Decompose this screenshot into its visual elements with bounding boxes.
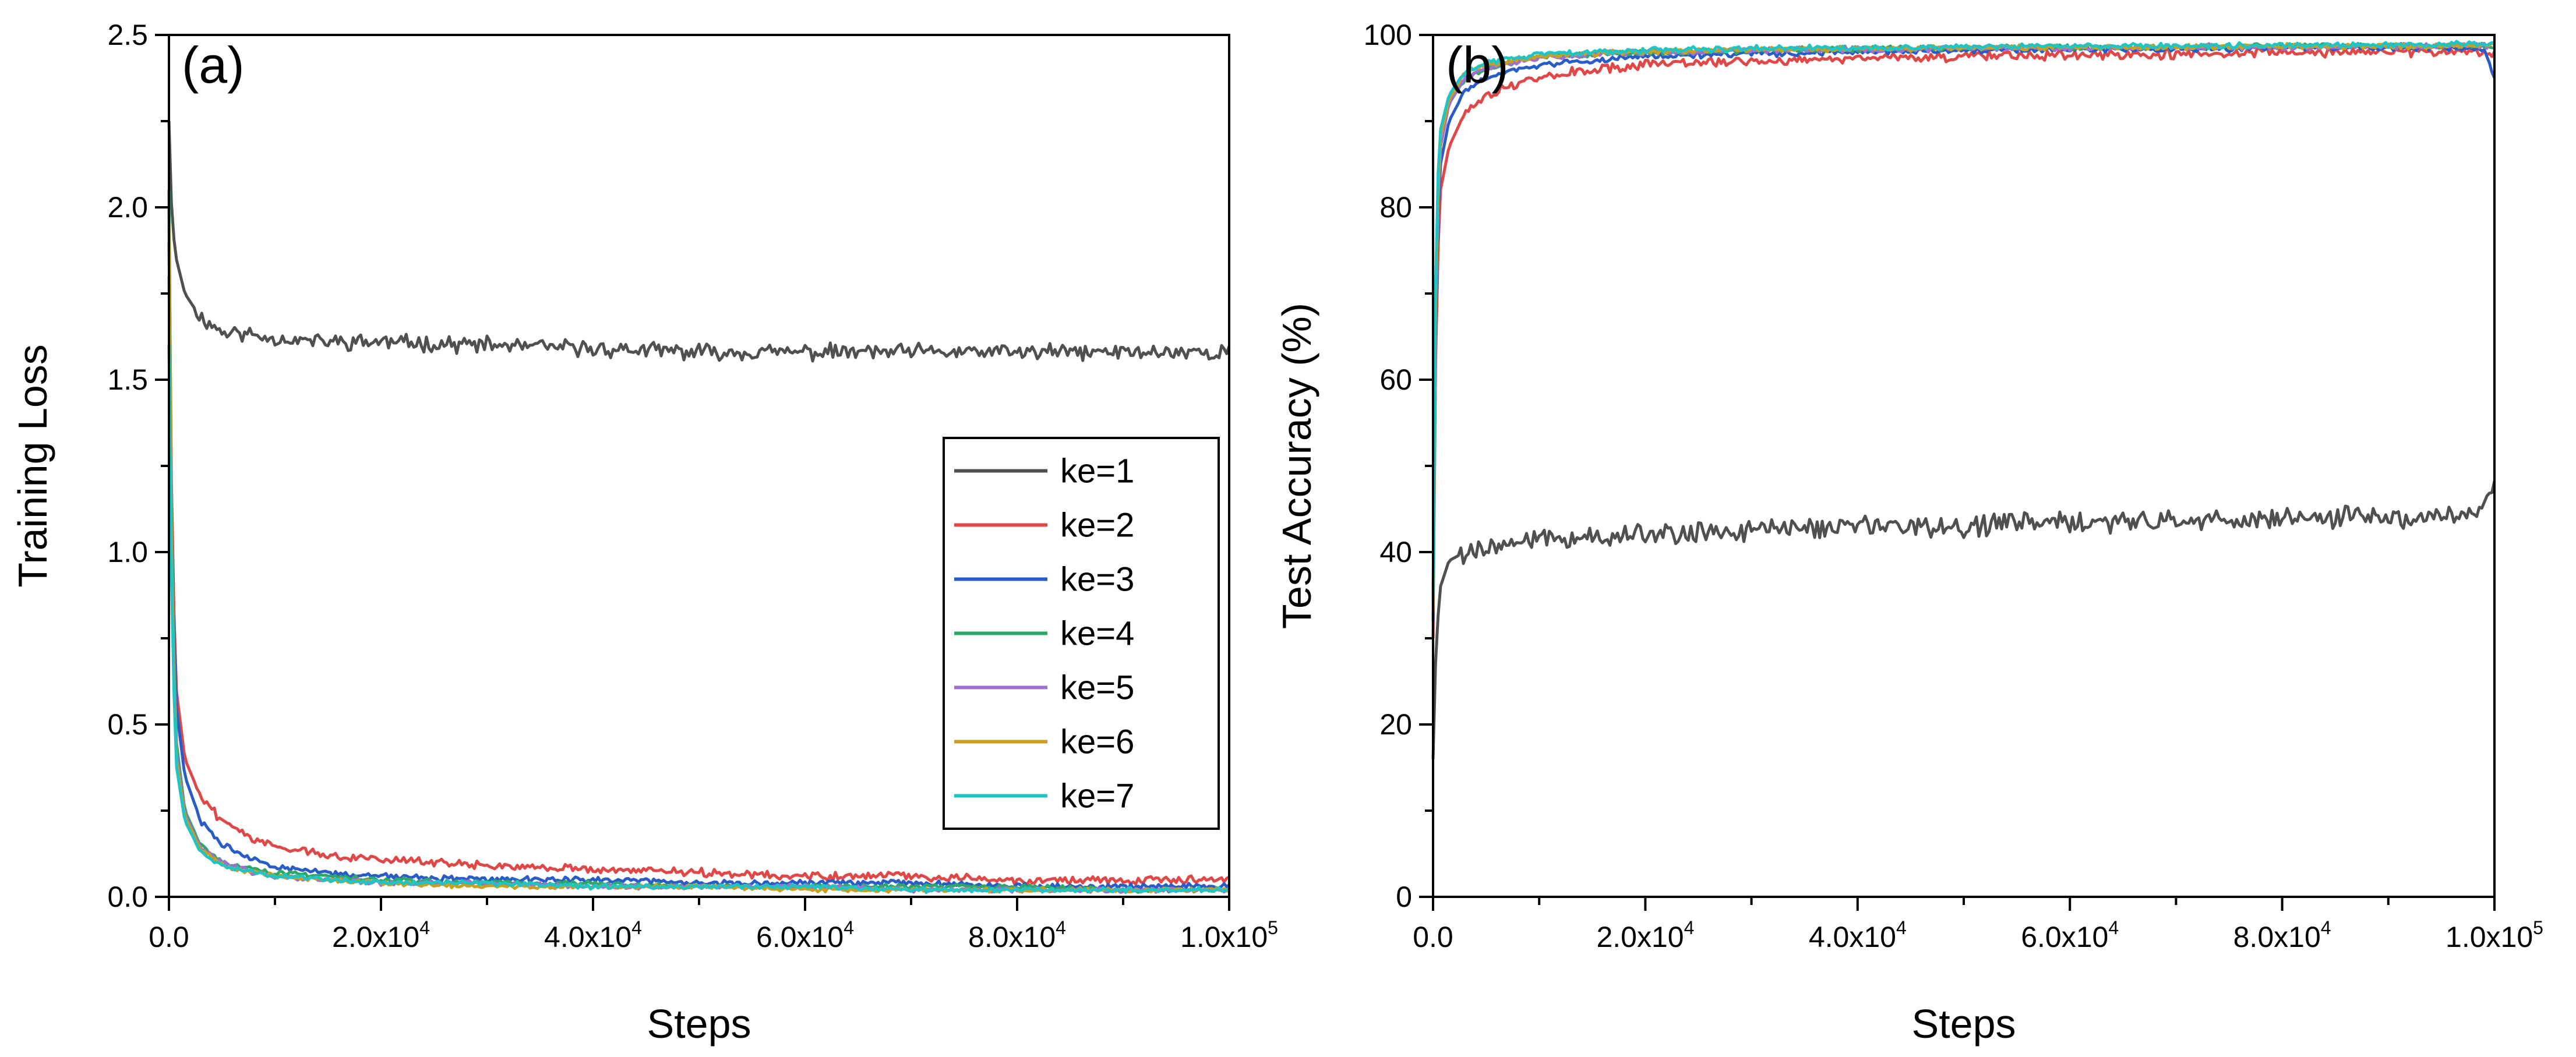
y-tick-label: 0.0 [107, 881, 148, 913]
y-tick-label: 2.5 [107, 19, 148, 51]
x-tick-base: 8.0x10 [968, 921, 1056, 953]
x-tick-label: 4.0x104 [544, 917, 642, 953]
legend-label: ke=1 [1060, 453, 1134, 490]
legend-label: ke=7 [1060, 777, 1134, 815]
y-tick-label: 80 [1379, 191, 1412, 224]
panel-label: (a) [182, 36, 245, 94]
x-tick-exponent: 4 [1684, 917, 1695, 938]
series-line-ke-6 [1431, 41, 2496, 613]
series-line-ke-5 [1431, 41, 2496, 613]
x-tick-label: 0.0 [1413, 921, 1453, 953]
legend-entry: ke=2 [954, 507, 1134, 545]
y-tick-label: 1.5 [107, 363, 148, 396]
y-tick-label: 0 [1396, 881, 1412, 913]
x-tick-label: 1.0x105 [1180, 917, 1278, 953]
legend-label: ke=3 [1060, 561, 1134, 599]
panel-b-test-accuracy: 0.0 2.0x104 4.0x104 6.0x104 8.0x104 1.0x10502… [1274, 19, 2543, 1047]
series-line-ke-3 [167, 242, 1230, 892]
x-tick-base: 1.0x10 [1180, 921, 1268, 953]
y-axis-title: Test Accuracy (%) [1274, 303, 1319, 629]
legend-label: ke=5 [1060, 669, 1134, 707]
panel-label: (b) [1446, 36, 1509, 94]
x-tick-exponent: 4 [2108, 917, 2119, 938]
x-tick-label: 2.0x104 [1596, 917, 1694, 953]
plot-area [167, 121, 1231, 895]
x-tick-exponent: 5 [2533, 917, 2543, 938]
legend-entry: ke=3 [954, 561, 1134, 599]
x-tick-label: 8.0x104 [2233, 917, 2331, 953]
y-tick-label: 60 [1379, 363, 1412, 396]
x-tick-label: 4.0x104 [1809, 917, 1907, 953]
legend-entry: ke=7 [954, 777, 1134, 815]
x-tick-label: 2.0x104 [332, 917, 430, 953]
x-tick-label: 0.0 [149, 921, 189, 953]
x-tick-base: 0.0 [149, 921, 189, 953]
x-tick-label: 6.0x104 [2021, 917, 2119, 953]
legend-label: ke=6 [1060, 723, 1134, 761]
x-tick-exponent: 5 [1268, 917, 1278, 938]
x-tick-base: 0.0 [1413, 921, 1453, 953]
panel-a-training-loss: 0.0 2.0x104 4.0x104 6.0x104 8.0x104 1.0x1050.… [10, 19, 1278, 1047]
y-tick-label: 40 [1379, 536, 1412, 568]
series-line-ke-2 [1431, 45, 2496, 639]
legend-label: ke=4 [1060, 615, 1134, 653]
x-tick-base: 1.0x10 [2446, 921, 2533, 953]
legend-entry: ke=6 [954, 723, 1134, 761]
plot-area [1431, 40, 2496, 759]
legend-entry: ke=1 [954, 453, 1134, 490]
x-tick-label: 6.0x104 [756, 917, 854, 953]
x-tick-label: 8.0x104 [968, 917, 1066, 953]
y-tick-label: 20 [1379, 708, 1412, 741]
x-tick-exponent: 4 [2321, 917, 2331, 938]
plot-frame [1432, 34, 2496, 898]
y-tick-label: 2.0 [107, 191, 148, 224]
x-tick-exponent: 4 [419, 917, 430, 938]
x-tick-base: 4.0x10 [544, 921, 631, 953]
x-tick-exponent: 4 [844, 917, 854, 938]
x-tick-exponent: 4 [1056, 917, 1066, 938]
legend-label: ke=2 [1060, 507, 1134, 545]
series-line-ke-7 [167, 345, 1230, 895]
x-tick-base: 6.0x10 [2021, 921, 2108, 953]
x-tick-base: 2.0x10 [1596, 921, 1684, 953]
x-tick-base: 2.0x10 [332, 921, 419, 953]
series-line-ke-1 [167, 121, 1231, 363]
y-tick-label: 1.0 [107, 536, 148, 568]
series-line-ke-2 [167, 207, 1230, 886]
x-tick-base: 6.0x10 [756, 921, 844, 953]
x-tick-base: 8.0x10 [2233, 921, 2321, 953]
x-axis-title: Steps [647, 1001, 751, 1047]
y-tick-label: 100 [1364, 19, 1412, 51]
legend: ke=1 ke=2 ke=3 ke=4 ke=5 ke=6 ke=7 [943, 437, 1220, 830]
x-tick-exponent: 4 [1896, 917, 1907, 938]
x-tick-exponent: 4 [631, 917, 642, 938]
legend-entry: ke=5 [954, 669, 1134, 707]
x-axis-title: Steps [1912, 1001, 2016, 1047]
series-line-ke-7 [1431, 40, 2495, 596]
y-axis-title: Training Loss [10, 344, 55, 588]
series-line-ke-1 [1431, 480, 2496, 759]
x-tick-label: 1.0x105 [2446, 917, 2543, 953]
y-tick-label: 0.5 [107, 708, 148, 741]
x-tick-base: 4.0x10 [1809, 921, 1896, 953]
legend-entry: ke=4 [954, 615, 1134, 653]
